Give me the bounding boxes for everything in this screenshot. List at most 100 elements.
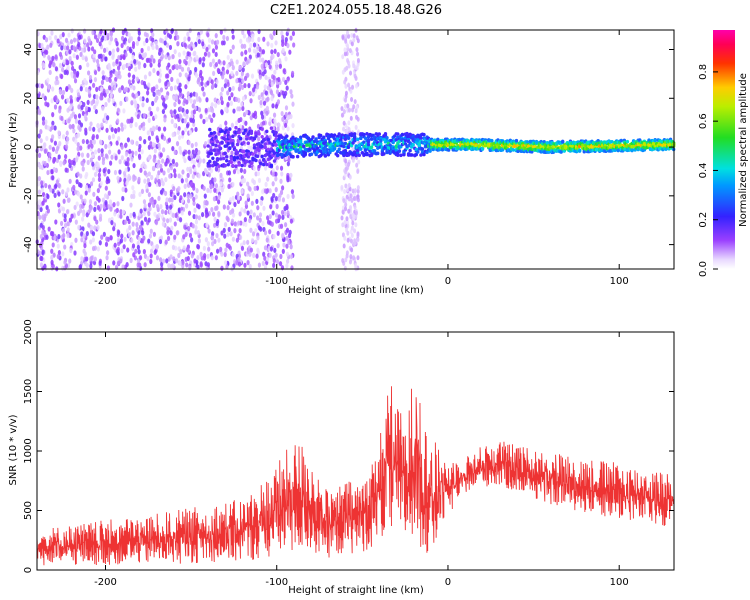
spectrogram-cell xyxy=(279,253,283,260)
spectrogram-cell xyxy=(286,115,290,121)
spectrogram-cell xyxy=(117,54,121,61)
spectrogram-cell xyxy=(274,130,278,135)
spectrogram-cell xyxy=(68,49,72,55)
spectrogram-cell xyxy=(277,148,281,152)
spectrogram-cell xyxy=(90,143,94,149)
spectrogram-cell xyxy=(362,132,366,137)
spectrogram-cell xyxy=(272,112,277,118)
spectrogram-cell xyxy=(193,50,197,56)
spectrogram-cell xyxy=(50,98,54,104)
spectrogram-cell xyxy=(357,153,361,158)
spectrogram-cell xyxy=(274,40,278,46)
spectrogram-cell xyxy=(92,139,96,145)
spectrogram-cell xyxy=(250,237,255,243)
spectrogram-cell xyxy=(242,177,247,184)
spectrogram-cell xyxy=(162,97,166,103)
spectrogram-cell xyxy=(254,171,258,177)
spectrogram-cell xyxy=(349,88,353,94)
spectrogram-cell xyxy=(164,209,168,216)
spectrogram-cell xyxy=(366,142,371,147)
spectrogram-cell xyxy=(198,158,203,164)
spectrogram-cell xyxy=(169,109,173,115)
spectrogram-cell xyxy=(224,120,228,126)
spectrogram-cell xyxy=(185,246,189,253)
spectrogram-cell xyxy=(241,105,245,112)
spectrogram-cell xyxy=(229,138,234,143)
spectrogram-cell xyxy=(258,217,262,223)
spectrogram-cell xyxy=(342,243,346,249)
spectrogram-cell xyxy=(62,232,66,239)
spectrogram-cell xyxy=(382,152,386,156)
spectrogram-cell xyxy=(201,41,205,47)
x-tick-label: -100 xyxy=(265,276,288,287)
spectrogram-cell xyxy=(265,162,269,167)
spectrogram-cell xyxy=(206,262,211,268)
spectrogram-cell xyxy=(86,42,90,48)
spectrogram-cell xyxy=(353,228,357,234)
spectrogram-cell xyxy=(140,47,144,54)
spectrogram-cell xyxy=(72,184,76,190)
spectrogram-cell xyxy=(250,73,255,79)
spectrogram-cell xyxy=(214,255,218,261)
spectrogram-cell xyxy=(161,158,165,164)
spectrogram-cell xyxy=(214,183,219,189)
spectrogram-cell xyxy=(184,231,188,237)
spectrogram-cell xyxy=(150,130,155,137)
spectrogram-cell xyxy=(109,160,113,166)
spectrogram-cell xyxy=(105,236,109,242)
spectrogram-cell xyxy=(343,51,347,57)
spectrogram-cell xyxy=(53,125,57,131)
spectrogram-cell xyxy=(279,178,283,184)
spectrogram-cell xyxy=(349,254,353,260)
spectrogram-cell xyxy=(161,221,165,227)
spectrogram-cell xyxy=(159,47,163,53)
spectrogram-cell xyxy=(159,163,163,169)
spectrogram-cell xyxy=(228,135,232,139)
spectrogram-cell xyxy=(249,131,254,136)
spectrogram-cell xyxy=(233,201,237,208)
spectrogram-cell xyxy=(148,206,152,212)
spectrogram-cell xyxy=(158,238,163,245)
spectrogram-cell xyxy=(260,135,264,139)
spectrogram-cell xyxy=(343,265,347,271)
spectrogram-cell xyxy=(183,192,187,198)
spectrogram-cell xyxy=(60,73,64,80)
spectrogram-cell xyxy=(355,65,359,71)
spectrogram-cell xyxy=(342,120,346,126)
spectrogram-cell xyxy=(80,237,84,243)
spectrogram-cell xyxy=(208,77,212,83)
spectrogram-cell xyxy=(281,232,285,238)
spectrogram-cell xyxy=(356,129,360,135)
spectrogram-cell xyxy=(268,188,272,194)
spectrogram-cell xyxy=(153,199,157,205)
spectrogram-cell xyxy=(159,189,164,195)
spectrogram-cell xyxy=(165,204,169,210)
spectrogram-cell xyxy=(128,225,132,231)
spectrogram-cell xyxy=(354,222,358,228)
spectrogram-cell xyxy=(254,158,258,163)
spectrogram-cell xyxy=(257,177,262,184)
spectrogram-cell xyxy=(258,74,262,80)
spectrogram-cell xyxy=(341,258,345,264)
spectrogram-cell xyxy=(243,168,247,174)
spectrogram-cell xyxy=(152,157,156,163)
colorbar-tick-label: 0.4 xyxy=(698,162,709,178)
y-tick-label: 500 xyxy=(23,501,34,520)
spectrogram-cell xyxy=(363,148,368,153)
spectrogram-cell xyxy=(233,221,237,227)
spectrogram-cell xyxy=(60,115,64,122)
spectrogram-cell xyxy=(166,167,171,173)
spectrogram-cell xyxy=(286,193,290,200)
spectrogram-cell xyxy=(254,131,258,136)
spectrogram-cell xyxy=(155,255,160,261)
spectrogram-cell xyxy=(212,196,217,202)
spectrogram-cell xyxy=(291,136,295,141)
spectrogram-cell xyxy=(93,201,98,207)
snr-x-axis-label: Height of straight line (km) xyxy=(288,585,424,596)
spectrogram-cell xyxy=(104,153,108,159)
spectrogram-cell xyxy=(174,96,179,102)
spectrogram-cell xyxy=(343,235,347,241)
spectrogram-cell xyxy=(196,243,200,250)
spectrogram-cell xyxy=(96,123,100,129)
spectrogram-cell xyxy=(189,169,193,175)
